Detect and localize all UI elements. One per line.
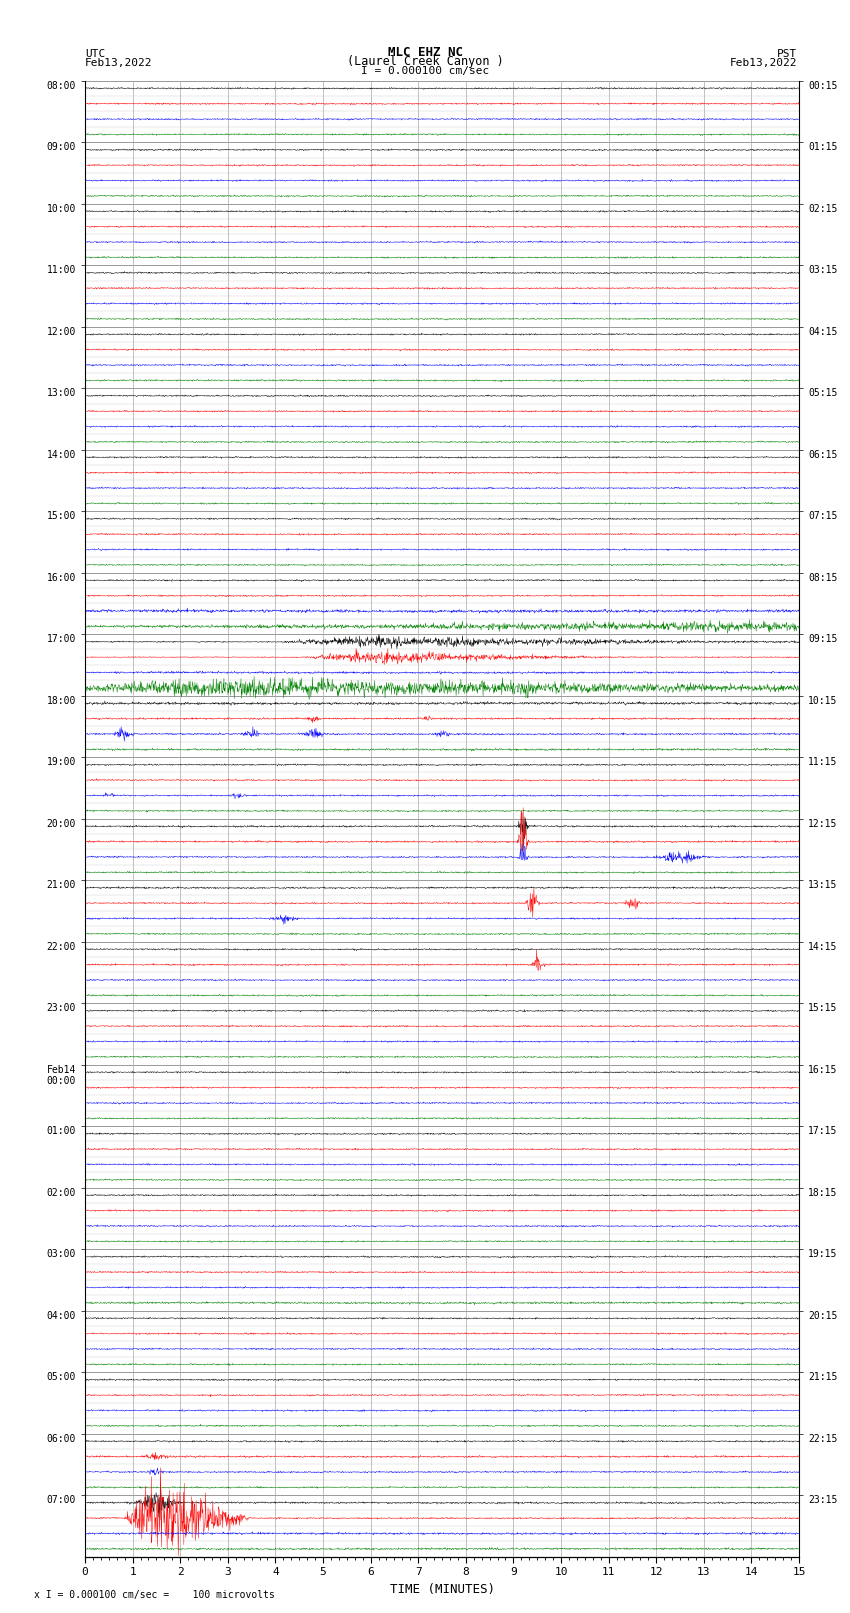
Text: (Laurel Creek Canyon ): (Laurel Creek Canyon ) xyxy=(347,55,503,68)
Text: Feb13,2022: Feb13,2022 xyxy=(730,58,797,68)
Text: UTC: UTC xyxy=(85,48,105,58)
Text: PST: PST xyxy=(777,48,797,58)
Text: Feb13,2022: Feb13,2022 xyxy=(85,58,152,68)
Text: I = 0.000100 cm/sec: I = 0.000100 cm/sec xyxy=(361,66,489,76)
Text: x I = 0.000100 cm/sec =    100 microvolts: x I = 0.000100 cm/sec = 100 microvolts xyxy=(34,1590,275,1600)
Text: MLC EHZ NC: MLC EHZ NC xyxy=(388,45,462,58)
X-axis label: TIME (MINUTES): TIME (MINUTES) xyxy=(389,1582,495,1595)
